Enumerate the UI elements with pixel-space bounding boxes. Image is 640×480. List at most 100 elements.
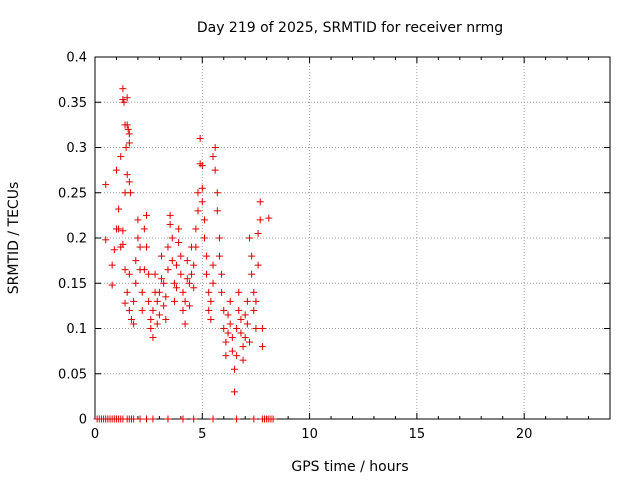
data-point (224, 311, 232, 319)
data-point (230, 388, 238, 396)
data-point (209, 279, 217, 287)
y-tick-label: 0.15 (58, 277, 87, 292)
data-point (181, 320, 189, 328)
data-point (125, 130, 133, 138)
data-point (179, 288, 187, 296)
x-tick-label: 10 (301, 427, 318, 442)
data-point (120, 98, 128, 106)
data-point (188, 270, 196, 278)
data-point (143, 211, 150, 219)
chart-title: Day 219 of 2025, SRMTID for receiver nrm… (197, 20, 503, 36)
data-point (198, 162, 206, 170)
data-point (123, 288, 131, 296)
data-point (125, 270, 133, 278)
data-point (132, 257, 140, 265)
data-point (123, 94, 131, 102)
data-point (235, 288, 243, 296)
data-point (256, 216, 264, 224)
data-point (166, 211, 174, 219)
data-point (196, 134, 204, 142)
data-point (250, 306, 258, 314)
data-point (250, 288, 258, 296)
data-point (108, 281, 116, 289)
data-point (194, 189, 202, 197)
axis-ticks: 0 0.05 0.1 0.15 0.2 0.25 0.3 0.35 0.4 0 5 10 15 20 (58, 51, 610, 442)
data-point (239, 343, 247, 351)
data-point (132, 279, 140, 287)
data-point (140, 225, 148, 233)
data-point (145, 270, 153, 278)
data-point (185, 302, 193, 310)
y-tick-label: 0.3 (66, 141, 87, 156)
data-point (209, 261, 217, 269)
data-point (215, 234, 223, 242)
data-point (254, 261, 262, 269)
data-point (215, 252, 223, 260)
data-point (222, 352, 230, 360)
data-point (265, 214, 273, 222)
data-point (115, 205, 123, 213)
data-point (230, 365, 238, 373)
data-point (160, 302, 168, 310)
y-axis-title: SRMTID / TECUs (6, 182, 22, 295)
data-point (175, 239, 183, 247)
data-point (203, 270, 211, 278)
data-point (207, 297, 215, 305)
data-point (143, 415, 150, 423)
data-point (175, 225, 183, 233)
data-point (147, 325, 155, 332)
data-point (124, 125, 132, 133)
data-point (134, 234, 142, 242)
data-point (190, 284, 198, 292)
data-point (207, 315, 215, 323)
grid-lines (95, 57, 610, 419)
data-point (136, 415, 144, 423)
data-point (122, 144, 130, 151)
data-point (198, 184, 206, 192)
data-point (138, 288, 146, 296)
data-point (123, 171, 131, 179)
data-point (218, 270, 226, 278)
data-point (130, 297, 138, 305)
data-point (134, 216, 142, 224)
x-tick-label: 15 (409, 427, 426, 442)
data-point (121, 189, 129, 197)
data-point (143, 243, 150, 251)
data-point (190, 261, 198, 269)
data-point (211, 144, 219, 151)
data-point (246, 338, 253, 346)
data-point (168, 234, 176, 242)
data-point (153, 297, 161, 305)
data-point (205, 288, 213, 296)
x-axis-title: GPS time / hours (291, 459, 408, 475)
x-tick-label: 0 (91, 427, 99, 442)
data-point (248, 270, 256, 278)
data-point (220, 325, 228, 332)
data-point (211, 166, 219, 174)
data-point (179, 415, 187, 423)
data-point (160, 279, 168, 287)
data-point (190, 415, 198, 423)
data-point (185, 279, 193, 287)
data-point (121, 299, 129, 307)
data-point (198, 198, 206, 206)
data-point (239, 356, 247, 364)
data-point (246, 234, 253, 242)
data-point (119, 240, 127, 248)
data-point (164, 243, 172, 251)
data-point (155, 288, 163, 296)
data-point (140, 266, 148, 274)
data-point (149, 415, 157, 423)
x-tick-label: 5 (198, 427, 206, 442)
data-point (228, 347, 236, 355)
data-point (119, 227, 127, 235)
data-point (200, 216, 208, 224)
data-point (213, 207, 221, 215)
data-point (254, 229, 262, 237)
data-point (130, 320, 138, 328)
y-tick-label: 0.2 (66, 232, 87, 247)
data-point (149, 334, 157, 342)
data-point (158, 275, 166, 283)
data-point (205, 306, 213, 314)
data-point (162, 315, 170, 323)
